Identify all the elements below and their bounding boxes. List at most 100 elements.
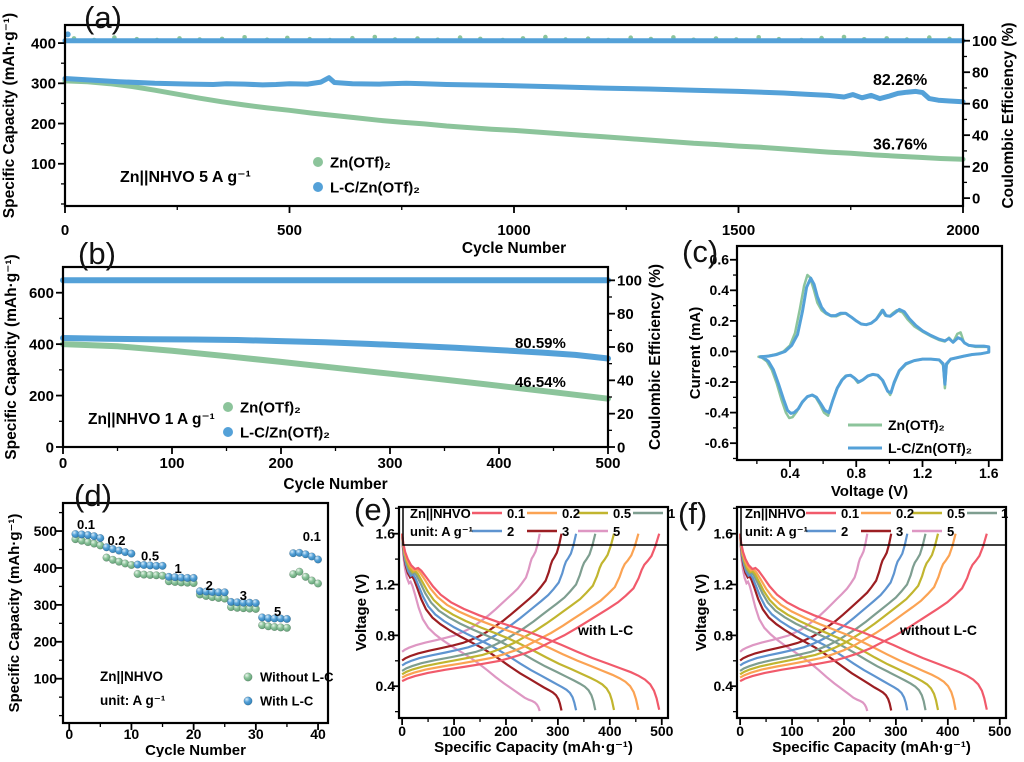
- panel-label-d: (d): [74, 478, 112, 513]
- svg-text:0.2: 0.2: [710, 313, 730, 329]
- svg-text:unit: A g⁻¹: unit: A g⁻¹: [100, 693, 166, 708]
- svg-text:0: 0: [65, 726, 73, 742]
- svg-text:0.2: 0.2: [107, 533, 125, 548]
- rate-0.1-charge: [739, 533, 988, 683]
- svg-text:0.4: 0.4: [710, 282, 730, 298]
- svg-text:500: 500: [277, 222, 302, 239]
- svg-text:5: 5: [274, 604, 281, 619]
- svg-text:300: 300: [884, 723, 908, 739]
- svg-text:1: 1: [668, 506, 675, 521]
- svg-text:Voltage (V): Voltage (V): [693, 574, 710, 651]
- svg-text:2: 2: [206, 578, 213, 593]
- a-lc-znotf2-capacity: [62, 75, 966, 105]
- chart-b: 0 100 200 300 400 5000200400600020406080100Cy…: [3, 254, 664, 493]
- svg-text:0.1: 0.1: [303, 529, 321, 544]
- panel-label-f: (f): [678, 496, 708, 531]
- svg-text:-0.2: -0.2: [705, 374, 729, 390]
- b-znotf2-capacity: [60, 341, 611, 402]
- panel-label-c: (c): [682, 234, 719, 269]
- svg-text:0.5: 0.5: [947, 506, 965, 521]
- svg-text:400: 400: [598, 723, 622, 739]
- rate-1-discharge: [401, 533, 597, 711]
- svg-text:60: 60: [617, 339, 634, 356]
- svg-text:0.1: 0.1: [841, 506, 859, 521]
- svg-text:L-C/Zn(OTf)₂: L-C/Zn(OTf)₂: [888, 440, 972, 456]
- svg-text:-0.4: -0.4: [705, 405, 729, 421]
- b-lc-znotf2-capacity: [60, 335, 611, 362]
- svg-text:30: 30: [248, 726, 264, 742]
- svg-text:400: 400: [936, 723, 960, 739]
- rate-2-discharge: [739, 533, 909, 711]
- rate-3-charge: [739, 533, 893, 662]
- svg-text:with L-C: with L-C: [577, 622, 633, 638]
- svg-text:0.4: 0.4: [376, 678, 396, 694]
- svg-text:0: 0: [61, 222, 69, 239]
- svg-text:L-C/Zn(OTf)₂: L-C/Zn(OTf)₂: [330, 179, 420, 196]
- svg-text:500: 500: [988, 723, 1012, 739]
- e-gcd-curves: [401, 533, 661, 712]
- rate-0.2-discharge: [401, 533, 640, 711]
- svg-text:Current (mA): Current (mA): [687, 307, 704, 400]
- svg-text:600: 600: [29, 285, 54, 302]
- svg-text:Zn(OTf)₂: Zn(OTf)₂: [240, 399, 301, 416]
- chart-d: 0 10 20 30 40 100 200 300 400 500 Cycle Number Spec…: [6, 501, 334, 759]
- svg-text:0.2: 0.2: [896, 506, 914, 521]
- rate-1-discharge: [739, 533, 927, 711]
- svg-text:80.59%: 80.59%: [515, 335, 566, 352]
- svg-text:Cycle Number: Cycle Number: [283, 476, 387, 493]
- rate-5-charge: [401, 533, 541, 653]
- svg-text:1000: 1000: [497, 222, 530, 239]
- f-gcd-curves: [739, 533, 988, 712]
- svg-text:1.2: 1.2: [376, 576, 396, 592]
- svg-text:46.54%: 46.54%: [515, 374, 566, 391]
- svg-text:80: 80: [972, 64, 989, 81]
- svg-text:3: 3: [240, 588, 247, 603]
- svg-text:1.2: 1.2: [913, 465, 933, 481]
- svg-text:Cycle Number: Cycle Number: [145, 742, 246, 757]
- svg-text:40: 40: [310, 726, 326, 742]
- svg-text:0: 0: [617, 439, 625, 456]
- rate-0.2-discharge: [739, 533, 957, 711]
- svg-text:40: 40: [972, 127, 989, 144]
- svg-text:2: 2: [841, 524, 848, 539]
- svg-text:300: 300: [31, 76, 56, 93]
- svg-text:Zn||NHVO 5 A g⁻¹: Zn||NHVO 5 A g⁻¹: [120, 169, 251, 186]
- d-with-lc: [71, 529, 323, 623]
- svg-text:80: 80: [617, 306, 634, 323]
- rate-0.1-discharge: [401, 533, 661, 710]
- svg-text:100: 100: [34, 671, 58, 687]
- panel-label-b: (b): [78, 236, 116, 271]
- svg-text:1500: 1500: [722, 222, 755, 239]
- svg-text:0.8: 0.8: [847, 465, 867, 481]
- svg-text:1.6: 1.6: [376, 526, 396, 542]
- rate-2-charge: [401, 533, 578, 667]
- svg-text:100: 100: [780, 723, 804, 739]
- svg-text:200: 200: [494, 723, 518, 739]
- svg-text:300: 300: [546, 723, 570, 739]
- rate-0.5-discharge: [401, 533, 616, 711]
- svg-text:0.5: 0.5: [613, 506, 631, 521]
- rate-0.5-charge: [401, 533, 616, 676]
- svg-text:5: 5: [947, 524, 954, 539]
- svg-text:Without L-C: Without L-C: [260, 670, 334, 685]
- panel-label-a: (a): [84, 0, 122, 35]
- svg-text:200: 200: [832, 723, 856, 739]
- svg-text:0.8: 0.8: [376, 627, 396, 643]
- svg-text:Specific Capacity (mAh·g⁻¹): Specific Capacity (mAh·g⁻¹): [434, 739, 633, 756]
- rate-0.2-charge: [739, 533, 957, 679]
- svg-text:2: 2: [507, 524, 514, 539]
- rate-3-discharge: [401, 533, 563, 711]
- svg-text:Cycle Number: Cycle Number: [462, 240, 566, 257]
- svg-text:100: 100: [31, 156, 56, 173]
- chart-e: 0 100 200 300 400 500 0.4 0.8 1.2 1.6 Specific Cap…: [353, 505, 675, 756]
- svg-text:3: 3: [562, 524, 569, 539]
- chart-f: 0 100 200 300 400 500 0.4 0.8 1.2 1.6 Specific Cap…: [693, 505, 1012, 756]
- svg-text:40: 40: [617, 373, 634, 390]
- svg-text:0: 0: [736, 723, 744, 739]
- rate-0.2-charge: [401, 533, 640, 679]
- svg-text:20: 20: [972, 159, 989, 176]
- rate-0.1-charge: [401, 533, 661, 683]
- svg-text:Zn||NHVO: Zn||NHVO: [745, 506, 806, 521]
- panel-label-e: (e): [354, 492, 392, 527]
